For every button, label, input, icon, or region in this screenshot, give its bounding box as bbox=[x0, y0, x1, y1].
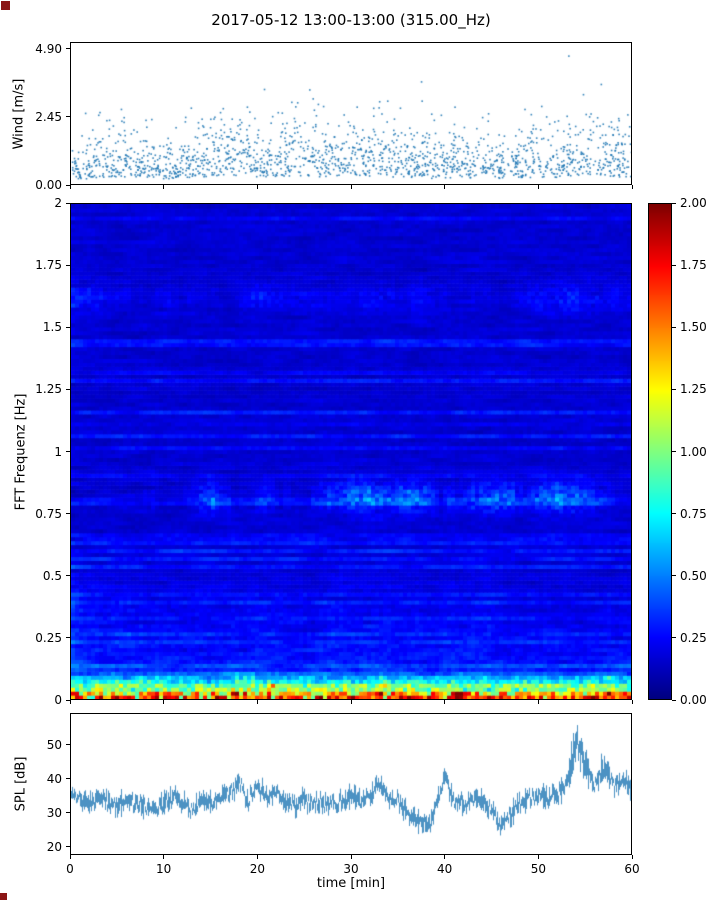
tick-mark bbox=[631, 185, 633, 189]
y-tick-label: 20 bbox=[46, 839, 62, 854]
colorbar-tick-label: 1.50 bbox=[680, 320, 707, 335]
tick-mark bbox=[66, 744, 70, 746]
y-tick-label: 0.00 bbox=[35, 178, 62, 192]
tick-mark bbox=[66, 778, 70, 780]
tick-mark bbox=[66, 326, 70, 328]
colorbar-tick-label: 0.50 bbox=[680, 568, 707, 583]
y-tick-label: 1.25 bbox=[35, 382, 62, 397]
tick-mark bbox=[672, 637, 676, 639]
tick-mark bbox=[444, 855, 446, 859]
y-tick-label: 40 bbox=[46, 771, 62, 786]
wind-scatter-plot bbox=[71, 43, 631, 184]
tick-mark bbox=[672, 202, 676, 204]
colorbar-tick-label: 0.25 bbox=[680, 630, 707, 645]
colorbar-tick-label: 1.75 bbox=[680, 258, 707, 273]
spl-line-plot bbox=[71, 714, 631, 854]
tick-mark bbox=[537, 185, 539, 189]
colorbar-tick-label: 0.00 bbox=[680, 693, 707, 707]
tick-mark bbox=[66, 846, 70, 848]
x-tick-label: 10 bbox=[156, 862, 172, 876]
spectrogram-panel bbox=[70, 203, 632, 700]
tick-mark bbox=[444, 185, 446, 189]
tick-mark bbox=[66, 812, 70, 814]
tick-mark bbox=[672, 699, 676, 701]
screen-corner-marker-top bbox=[1, 1, 10, 10]
tick-mark bbox=[163, 855, 165, 859]
tick-mark bbox=[672, 513, 676, 515]
y-tick-label: 1.75 bbox=[35, 258, 62, 273]
tick-mark bbox=[672, 264, 676, 266]
spectrogram-heatmap bbox=[71, 204, 631, 699]
y-tick-label: 1 bbox=[54, 444, 62, 459]
y-tick-label: 2 bbox=[54, 196, 62, 210]
x-tick-label: 50 bbox=[530, 862, 546, 876]
tick-mark bbox=[66, 116, 70, 118]
colorbar-tick-label: 1.00 bbox=[680, 444, 707, 459]
screen-corner-marker-bottom bbox=[0, 893, 7, 900]
y-tick-label: 0.25 bbox=[35, 630, 62, 645]
tick-mark bbox=[256, 185, 258, 189]
tick-mark bbox=[66, 575, 70, 577]
tick-mark bbox=[256, 700, 258, 704]
y-tick-label: 4.90 bbox=[35, 41, 62, 56]
tick-mark bbox=[350, 700, 352, 704]
tick-mark bbox=[672, 575, 676, 577]
tick-mark bbox=[66, 202, 70, 204]
tick-mark bbox=[631, 700, 633, 704]
tick-mark bbox=[66, 388, 70, 390]
time-x-axis-label: time [min] bbox=[316, 876, 386, 891]
tick-mark bbox=[631, 855, 633, 859]
tick-mark bbox=[163, 185, 165, 189]
tick-mark bbox=[537, 855, 539, 859]
colorbar-tick-label: 0.75 bbox=[680, 506, 707, 521]
x-tick-label: 60 bbox=[624, 862, 640, 876]
tick-mark bbox=[66, 184, 70, 186]
spl-line-panel bbox=[70, 713, 632, 855]
y-tick-label: 1.5 bbox=[42, 320, 62, 335]
tick-mark bbox=[350, 855, 352, 859]
y-tick-label: 30 bbox=[46, 805, 62, 820]
tick-mark bbox=[350, 185, 352, 189]
tick-mark bbox=[69, 700, 71, 704]
y-tick-label: 0.75 bbox=[35, 506, 62, 521]
figure-title: 2017-05-12 13:00-13:00 (315.00_Hz) bbox=[211, 11, 491, 29]
y-tick-label: 2.45 bbox=[35, 109, 62, 124]
x-tick-label: 40 bbox=[437, 862, 453, 876]
tick-mark bbox=[66, 264, 70, 266]
tick-mark bbox=[256, 855, 258, 859]
colorbar-tick-label: 2.00 bbox=[680, 196, 707, 210]
tick-mark bbox=[444, 700, 446, 704]
tick-mark bbox=[537, 700, 539, 704]
tick-mark bbox=[672, 388, 676, 390]
tick-mark bbox=[66, 48, 70, 50]
y-tick-label: 0 bbox=[54, 693, 62, 707]
tick-mark bbox=[66, 699, 70, 701]
tick-mark bbox=[66, 637, 70, 639]
y-tick-label: 50 bbox=[46, 737, 62, 752]
tick-mark bbox=[69, 855, 71, 859]
tick-mark bbox=[672, 326, 676, 328]
tick-mark bbox=[66, 451, 70, 452]
colorbar-tick-label: 1.25 bbox=[680, 382, 707, 397]
wind-scatter-panel bbox=[70, 42, 632, 185]
tick-mark bbox=[69, 185, 71, 189]
y-tick-label: 0.5 bbox=[42, 568, 62, 583]
tick-mark bbox=[163, 700, 165, 704]
x-tick-label: 20 bbox=[249, 862, 265, 876]
tick-mark bbox=[66, 513, 70, 515]
x-tick-label: 0 bbox=[66, 862, 74, 876]
x-tick-label: 30 bbox=[343, 862, 359, 876]
tick-mark bbox=[672, 451, 676, 452]
colorbar bbox=[648, 203, 672, 700]
colorbar-gradient bbox=[649, 204, 671, 699]
